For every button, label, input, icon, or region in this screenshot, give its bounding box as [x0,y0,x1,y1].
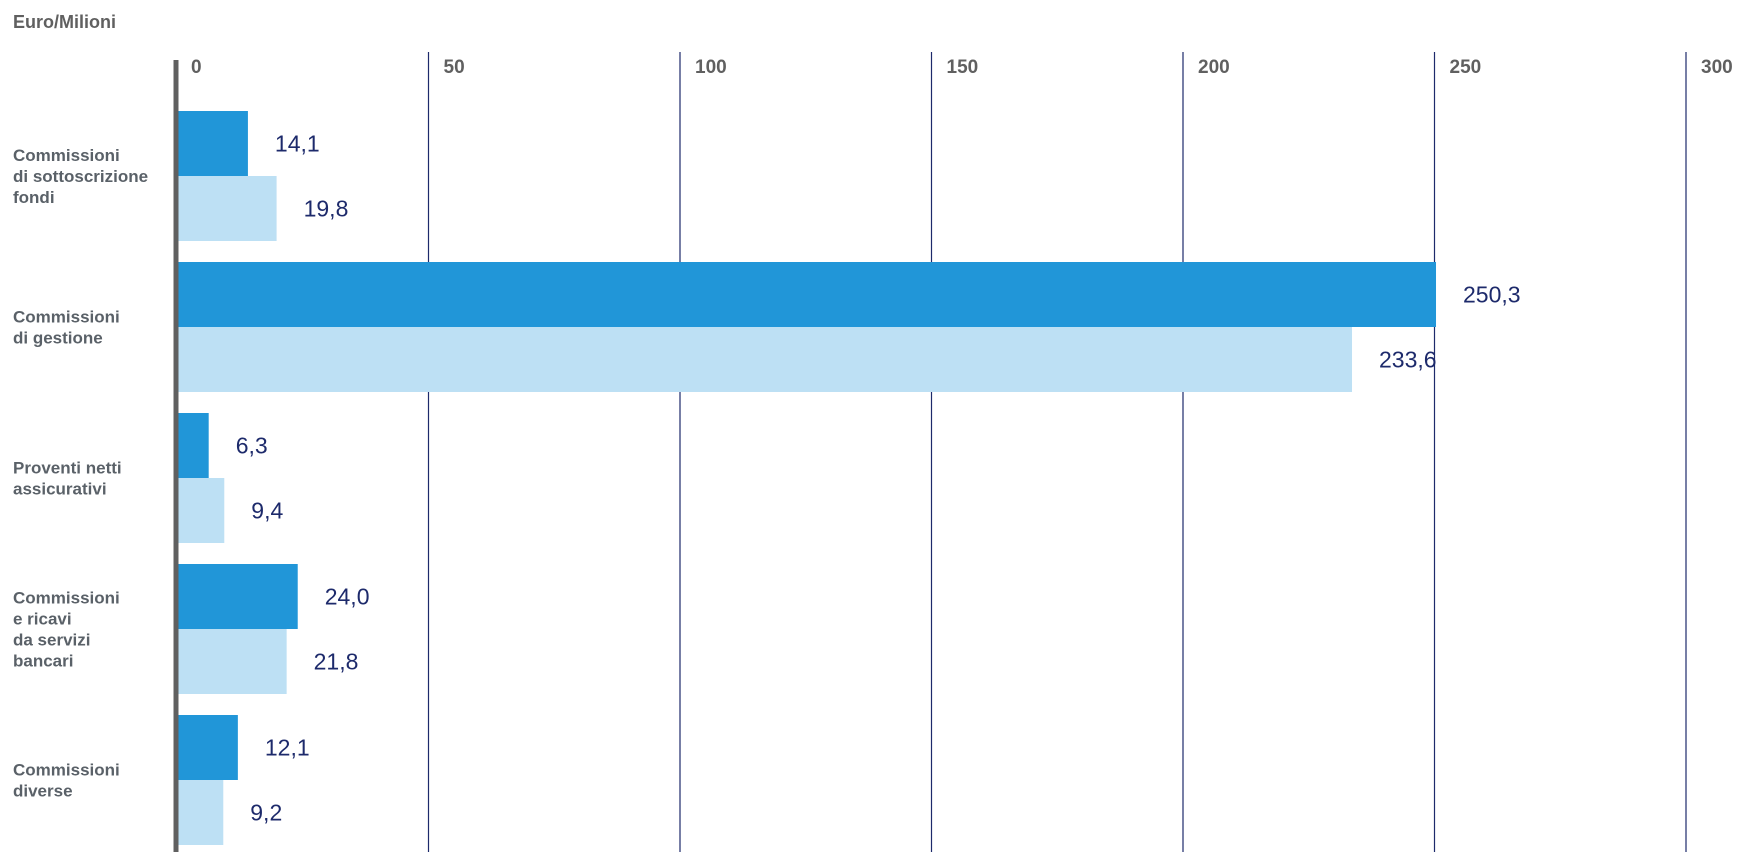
bar [177,327,1353,392]
x-tick-label: 50 [444,57,465,78]
category-label: Proventi netti assicurativi [13,459,122,499]
bar [177,478,225,543]
data-label: 14,1 [275,131,320,157]
x-tick-label: 200 [1198,57,1230,78]
bar [177,176,277,241]
category-label: Commissioni di gestione [13,308,120,348]
x-tick-label: 100 [695,57,727,78]
data-label: 250,3 [1463,282,1521,308]
bar [177,413,209,478]
data-label: 21,8 [314,649,359,675]
bar [177,780,224,845]
bar [177,715,238,780]
category-label: Commissioni diverse [13,761,120,801]
data-label: 233,6 [1379,347,1437,373]
data-label: 6,3 [236,433,268,459]
x-tick-label: 300 [1701,57,1733,78]
bar [177,629,287,694]
unit-label: Euro/Milioni [13,12,116,32]
category-label: Commissioni di sottoscrizione fondi [13,146,148,207]
bar [177,262,1437,327]
bar [177,564,298,629]
x-tick-label: 150 [947,57,979,78]
data-label: 24,0 [325,584,370,610]
data-label: 9,4 [251,498,283,524]
data-label: 19,8 [304,196,349,222]
x-tick-label: 0 [191,57,202,78]
data-label: 12,1 [265,735,310,761]
category-label: Commissioni e ricavi da servizi bancari [13,589,120,671]
bar [177,111,248,176]
x-tick-label: 250 [1450,57,1482,78]
data-label: 9,2 [250,800,282,826]
